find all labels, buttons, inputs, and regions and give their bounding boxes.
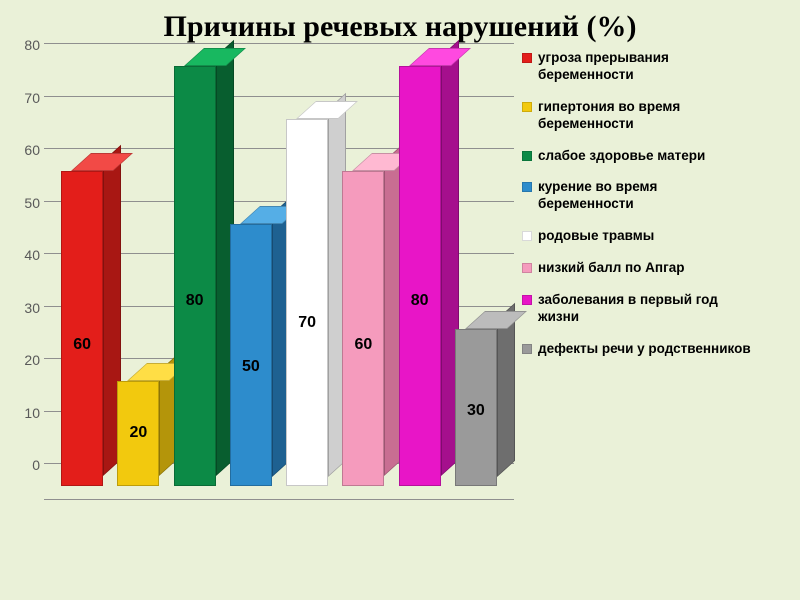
- bar-front: [61, 171, 103, 486]
- bar-top: [71, 153, 133, 171]
- y-tick: 40: [24, 247, 40, 263]
- legend-label: дефекты речи у родственников: [538, 341, 751, 358]
- legend-item-smoking: курение во время беременности: [522, 179, 756, 213]
- legend-label: курение во время беременности: [538, 179, 756, 213]
- bar-top: [409, 48, 471, 66]
- legend-item-firstyear: заболевания в первый год жизни: [522, 292, 756, 326]
- bar-front: [230, 224, 272, 487]
- bar-front: [399, 66, 441, 486]
- legend-item-weakhealth: слабое здоровье матери: [522, 148, 756, 165]
- legend-label: заболевания в первый год жизни: [538, 292, 756, 326]
- content-row: 01020304050607080 6020805070608030 угроз…: [0, 44, 800, 510]
- bar-weakhealth: 80: [174, 66, 216, 486]
- bar-front: [117, 381, 159, 486]
- legend-swatch: [522, 182, 532, 192]
- bar-front: [286, 119, 328, 487]
- legend-label: гипертония во время беременности: [538, 99, 756, 133]
- plot: 6020805070608030: [44, 44, 514, 500]
- bar-front: [342, 171, 384, 486]
- y-tick: 60: [24, 142, 40, 158]
- y-tick: 70: [24, 90, 40, 106]
- legend-label: низкий балл по Апгар: [538, 260, 684, 277]
- y-tick: 30: [24, 300, 40, 316]
- legend-swatch: [522, 231, 532, 241]
- legend-swatch: [522, 344, 532, 354]
- bars-container: 6020805070608030: [44, 44, 514, 486]
- y-tick: 0: [32, 457, 40, 473]
- bar-apgar: 60: [342, 171, 384, 486]
- legend-swatch: [522, 263, 532, 273]
- bar-front: [455, 329, 497, 487]
- y-tick: 10: [24, 405, 40, 421]
- y-tick: 20: [24, 352, 40, 368]
- bar-smoking: 50: [230, 224, 272, 487]
- bar-front: [174, 66, 216, 486]
- legend-label: угроза прерывания беременности: [538, 50, 756, 84]
- legend: угроза прерывания беременности гипертония…: [514, 44, 756, 500]
- legend-swatch: [522, 53, 532, 63]
- bar-hyperten: 20: [117, 381, 159, 486]
- bar-top: [184, 48, 246, 66]
- bar-threat: 60: [61, 171, 103, 486]
- legend-swatch: [522, 102, 532, 112]
- chart-area: 01020304050607080 6020805070608030: [14, 44, 514, 500]
- bar-firstyear: 80: [399, 66, 441, 486]
- legend-swatch: [522, 151, 532, 161]
- bar-top: [296, 101, 358, 119]
- y-tick: 50: [24, 195, 40, 211]
- bar-relatives: 30: [455, 329, 497, 487]
- legend-item-apgar: низкий балл по Апгар: [522, 260, 756, 277]
- legend-swatch: [522, 295, 532, 305]
- legend-item-relatives: дефекты речи у родственников: [522, 341, 756, 358]
- legend-item-hyperten: гипертония во время беременности: [522, 99, 756, 133]
- legend-label: родовые травмы: [538, 228, 654, 245]
- page-title: Причины речевых нарушений (%): [0, 0, 800, 44]
- y-tick: 80: [24, 37, 40, 53]
- legend-item-threat: угроза прерывания беременности: [522, 50, 756, 84]
- y-axis: 01020304050607080: [14, 44, 44, 500]
- bar-birth: 70: [286, 119, 328, 487]
- legend-label: слабое здоровье матери: [538, 148, 705, 165]
- legend-item-birth: родовые травмы: [522, 228, 756, 245]
